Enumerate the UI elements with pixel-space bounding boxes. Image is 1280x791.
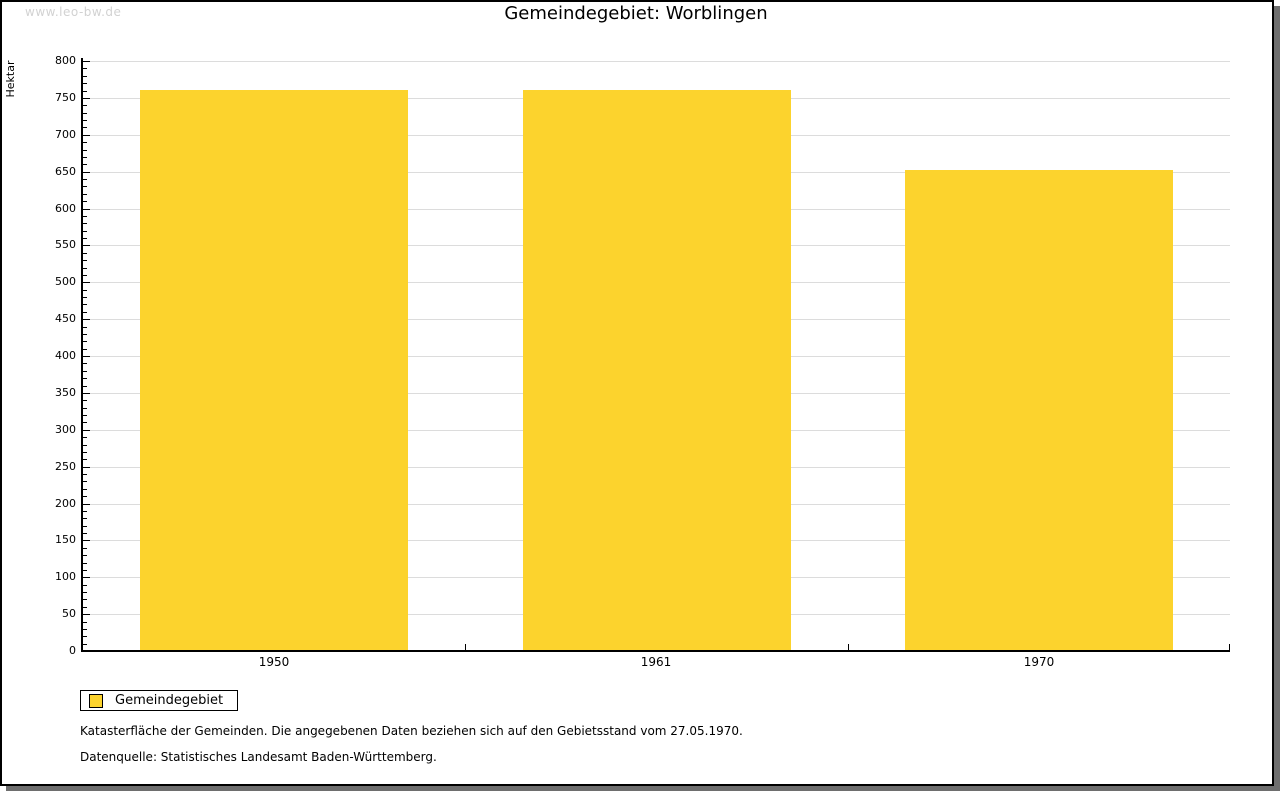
y-major-tick — [83, 614, 90, 615]
y-minor-tick — [83, 607, 87, 608]
y-minor-tick — [83, 496, 87, 497]
y-minor-tick — [83, 371, 87, 372]
y-minor-tick — [83, 570, 87, 571]
y-minor-tick — [83, 186, 87, 187]
y-major-tick — [83, 172, 90, 173]
y-minor-tick — [83, 179, 87, 180]
y-minor-tick — [83, 120, 87, 121]
y-major-tick — [83, 61, 90, 62]
y-major-tick — [83, 577, 90, 578]
y-minor-tick — [83, 378, 87, 379]
y-major-tick — [83, 245, 90, 246]
y-minor-tick — [83, 113, 87, 114]
y-minor-tick — [83, 83, 87, 84]
y-minor-tick — [83, 437, 87, 438]
legend: Gemeindegebiet — [80, 690, 239, 711]
y-minor-tick — [83, 223, 87, 224]
watermark: www.leo-bw.de — [25, 5, 122, 19]
y-minor-tick — [83, 636, 87, 637]
y-minor-tick — [83, 400, 87, 401]
y-minor-tick — [83, 216, 87, 217]
y-minor-tick — [83, 526, 87, 527]
y-minor-tick — [83, 415, 87, 416]
y-major-tick — [83, 98, 90, 99]
y-minor-tick — [83, 297, 87, 298]
y-minor-tick — [83, 194, 87, 195]
y-axis-title: Hektar — [4, 60, 17, 98]
y-major-tick — [83, 467, 90, 468]
gridline — [83, 61, 1230, 62]
y-minor-tick — [83, 304, 87, 305]
y-minor-tick — [83, 459, 87, 460]
y-major-tick — [83, 504, 90, 505]
y-minor-tick — [83, 91, 87, 92]
x-axis-tick — [848, 644, 849, 651]
y-minor-tick — [83, 164, 87, 165]
legend-label: Gemeindegebiet — [115, 693, 224, 708]
y-major-tick — [83, 135, 90, 136]
y-minor-tick — [83, 585, 87, 586]
y-minor-tick — [83, 548, 87, 549]
y-minor-tick — [83, 533, 87, 534]
y-minor-tick — [83, 481, 87, 482]
x-axis-line — [81, 650, 1230, 652]
y-minor-tick — [83, 518, 87, 519]
y-minor-tick — [83, 127, 87, 128]
y-minor-tick — [83, 290, 87, 291]
y-minor-tick — [83, 150, 87, 151]
y-minor-tick — [83, 105, 87, 106]
y-minor-tick — [83, 452, 87, 453]
bar — [905, 170, 1173, 651]
y-minor-tick — [83, 386, 87, 387]
y-minor-tick — [83, 592, 87, 593]
y-minor-tick — [83, 327, 87, 328]
y-minor-tick — [83, 231, 87, 232]
footnote-source: Datenquelle: Statistisches Landesamt Bad… — [80, 750, 437, 764]
y-minor-tick — [83, 489, 87, 490]
y-minor-tick — [83, 363, 87, 364]
y-minor-tick — [83, 312, 87, 313]
y-major-tick — [83, 540, 90, 541]
y-axis-line — [81, 58, 83, 652]
x-axis-tick — [465, 644, 466, 651]
y-minor-tick — [83, 511, 87, 512]
y-minor-tick — [83, 238, 87, 239]
y-major-tick — [83, 209, 90, 210]
y-minor-tick — [83, 629, 87, 630]
y-minor-tick — [83, 76, 87, 77]
y-minor-tick — [83, 349, 87, 350]
legend-color-swatch — [89, 693, 103, 708]
y-major-tick — [83, 393, 90, 394]
y-minor-tick — [83, 622, 87, 623]
y-major-tick — [83, 319, 90, 320]
y-minor-tick — [83, 201, 87, 202]
y-major-tick — [83, 282, 90, 283]
y-minor-tick — [83, 445, 87, 446]
y-minor-tick — [83, 142, 87, 143]
bar — [523, 90, 791, 651]
y-minor-tick — [83, 474, 87, 475]
y-minor-tick — [83, 275, 87, 276]
y-minor-tick — [83, 422, 87, 423]
footnote-description: Katasterfläche der Gemeinden. Die angege… — [80, 724, 743, 738]
y-minor-tick — [83, 253, 87, 254]
chart-title: Gemeindegebiet: Worblingen — [504, 3, 768, 24]
x-axis-tick — [1229, 644, 1230, 651]
plot-area — [83, 61, 1230, 651]
y-major-tick — [83, 430, 90, 431]
y-minor-tick — [83, 157, 87, 158]
y-minor-tick — [83, 644, 87, 645]
y-minor-tick — [83, 68, 87, 69]
bar — [140, 90, 408, 651]
y-minor-tick — [83, 334, 87, 335]
y-minor-tick — [83, 341, 87, 342]
y-minor-tick — [83, 260, 87, 261]
y-minor-tick — [83, 599, 87, 600]
y-major-tick — [83, 356, 90, 357]
y-minor-tick — [83, 268, 87, 269]
y-minor-tick — [83, 563, 87, 564]
y-minor-tick — [83, 555, 87, 556]
y-minor-tick — [83, 408, 87, 409]
